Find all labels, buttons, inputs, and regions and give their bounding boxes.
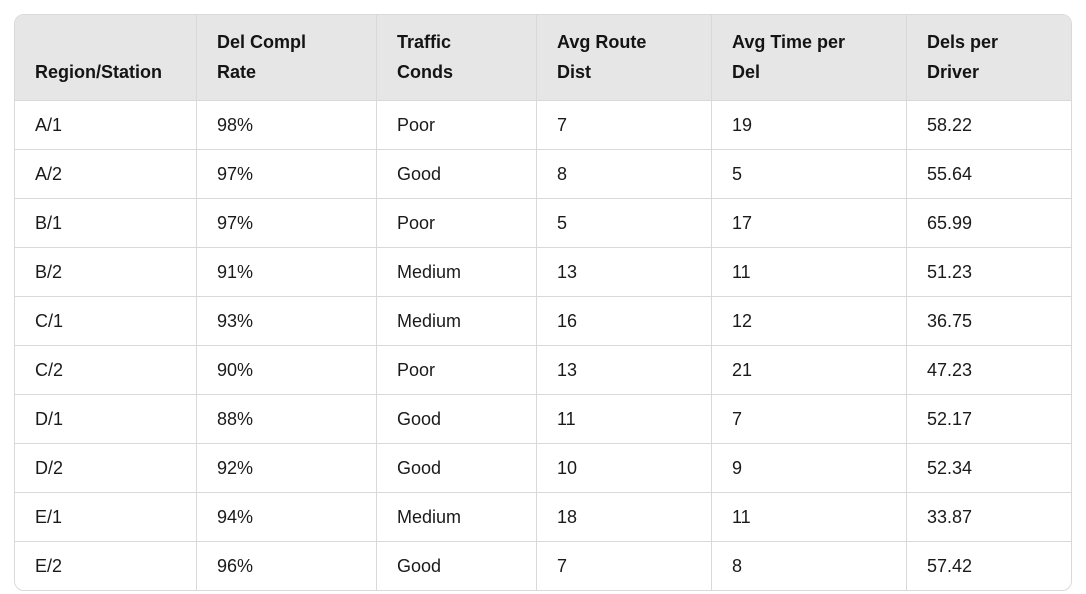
table-cell: 33.87 [906, 492, 1071, 541]
header-cell-line: Driver [927, 62, 980, 82]
table-cell: 7 [711, 394, 906, 443]
table-cell: Poor [376, 101, 536, 149]
table-cell: Medium [376, 492, 536, 541]
table-cell: Medium [376, 247, 536, 296]
table-row: C/1 93% Medium 16 12 36.75 [15, 296, 1071, 345]
header-cell-line: Traffic [397, 32, 452, 52]
table-cell: A/2 [15, 149, 196, 198]
table-cell: A/1 [15, 101, 196, 149]
table-cell: 52.17 [906, 394, 1071, 443]
header-cell-line: Dist [557, 62, 592, 82]
header-cell-line: Del [732, 62, 761, 82]
table-cell: 96% [196, 541, 376, 590]
table-row: B/1 97% Poor 5 17 65.99 [15, 198, 1071, 247]
header-cell-traffic-conds: Traffic Conds [376, 15, 536, 101]
table-cell: B/1 [15, 198, 196, 247]
header-cell-line: Region/Station [35, 62, 162, 82]
table-cell: 51.23 [906, 247, 1071, 296]
table-cell: Good [376, 394, 536, 443]
table-cell: E/2 [15, 541, 196, 590]
table-cell: 8 [711, 541, 906, 590]
table-cell: 12 [711, 296, 906, 345]
table-row: D/2 92% Good 10 9 52.34 [15, 443, 1071, 492]
table-cell: 13 [536, 247, 711, 296]
table-cell: 5 [711, 149, 906, 198]
header-cell-line: Conds [397, 62, 453, 82]
table-cell: 58.22 [906, 101, 1071, 149]
table-cell: 90% [196, 345, 376, 394]
table-cell: 52.34 [906, 443, 1071, 492]
table-cell: 93% [196, 296, 376, 345]
table-cell: 11 [711, 492, 906, 541]
table-row: A/1 98% Poor 7 19 58.22 [15, 101, 1071, 149]
table-cell: 55.64 [906, 149, 1071, 198]
table-cell: D/1 [15, 394, 196, 443]
table-row: A/2 97% Good 8 5 55.64 [15, 149, 1071, 198]
header-cell-line: Rate [217, 62, 257, 82]
table-cell: C/2 [15, 345, 196, 394]
table-cell: B/2 [15, 247, 196, 296]
table-cell: C/1 [15, 296, 196, 345]
table-cell: E/1 [15, 492, 196, 541]
table-cell: 11 [536, 394, 711, 443]
header-cell-line: Del Compl [217, 32, 307, 52]
table-cell: Poor [376, 345, 536, 394]
table-row: D/1 88% Good 11 7 52.17 [15, 394, 1071, 443]
table-cell: 65.99 [906, 198, 1071, 247]
table-row: E/1 94% Medium 18 11 33.87 [15, 492, 1071, 541]
table-cell: 97% [196, 149, 376, 198]
metrics-table-container: Region/Station Del Compl Rate Traffic Conds A… [14, 14, 1072, 591]
table-cell: 16 [536, 296, 711, 345]
header-cell-line: Avg Route [557, 32, 647, 52]
table-row: E/2 96% Good 7 8 57.42 [15, 541, 1071, 590]
table-header: Region/Station Del Compl Rate Traffic Conds A… [15, 15, 1071, 101]
header-row: Region/Station Del Compl Rate Traffic Conds A… [15, 15, 1071, 101]
table-cell: 36.75 [906, 296, 1071, 345]
table-cell: 5 [536, 198, 711, 247]
header-cell-line: Dels per [927, 32, 999, 52]
header-cell-region-station: Region/Station [15, 15, 196, 101]
table-row: B/2 91% Medium 13 11 51.23 [15, 247, 1071, 296]
table-cell: 18 [536, 492, 711, 541]
table-cell: Good [376, 443, 536, 492]
table-cell: 47.23 [906, 345, 1071, 394]
table-cell: Poor [376, 198, 536, 247]
table-cell: 19 [711, 101, 906, 149]
table-cell: 13 [536, 345, 711, 394]
table-cell: 9 [711, 443, 906, 492]
table-body: A/1 98% Poor 7 19 58.22 A/2 97% Good 8 5 55.64 B/1 97… [15, 101, 1071, 590]
table-cell: Medium [376, 296, 536, 345]
header-cell-line: Avg Time per [732, 32, 846, 52]
table-cell: 97% [196, 198, 376, 247]
table-cell: 21 [711, 345, 906, 394]
header-cell-del-compl-rate: Del Compl Rate [196, 15, 376, 101]
table-cell: 7 [536, 541, 711, 590]
table-row: C/2 90% Poor 13 21 47.23 [15, 345, 1071, 394]
table-cell: 7 [536, 101, 711, 149]
table-cell: D/2 [15, 443, 196, 492]
table-cell: 92% [196, 443, 376, 492]
header-cell-avg-route-dist: Avg Route Dist [536, 15, 711, 101]
table-cell: 91% [196, 247, 376, 296]
table-cell: 94% [196, 492, 376, 541]
table-cell: 57.42 [906, 541, 1071, 590]
header-cell-dels-per-driver: Dels per Driver [906, 15, 1071, 101]
table-cell: Good [376, 149, 536, 198]
table-cell: 8 [536, 149, 711, 198]
table-cell: 88% [196, 394, 376, 443]
table-cell: 11 [711, 247, 906, 296]
table-cell: 17 [711, 198, 906, 247]
header-cell-avg-time-per-del: Avg Time per Del [711, 15, 906, 101]
table-cell: 10 [536, 443, 711, 492]
table-cell: 98% [196, 101, 376, 149]
table-cell: Good [376, 541, 536, 590]
region-station-metrics-table: Region/Station Del Compl Rate Traffic Conds A… [15, 15, 1071, 590]
